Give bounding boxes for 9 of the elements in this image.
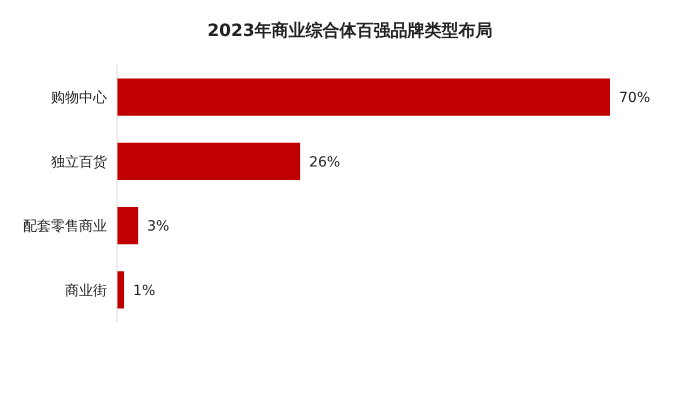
data-label: 70% (619, 90, 650, 106)
data-label: 26% (309, 154, 340, 170)
data-label: 1% (133, 282, 156, 299)
category-label: 购物中心 (51, 90, 107, 106)
title: 2023年商业综合体百强品牌类型布局 (207, 21, 493, 41)
category-label: 商业街 (65, 282, 107, 299)
category-label: 配套零售商业 (23, 218, 107, 235)
category-label: 独立百货 (51, 154, 107, 170)
data-label: 3% (147, 218, 170, 235)
